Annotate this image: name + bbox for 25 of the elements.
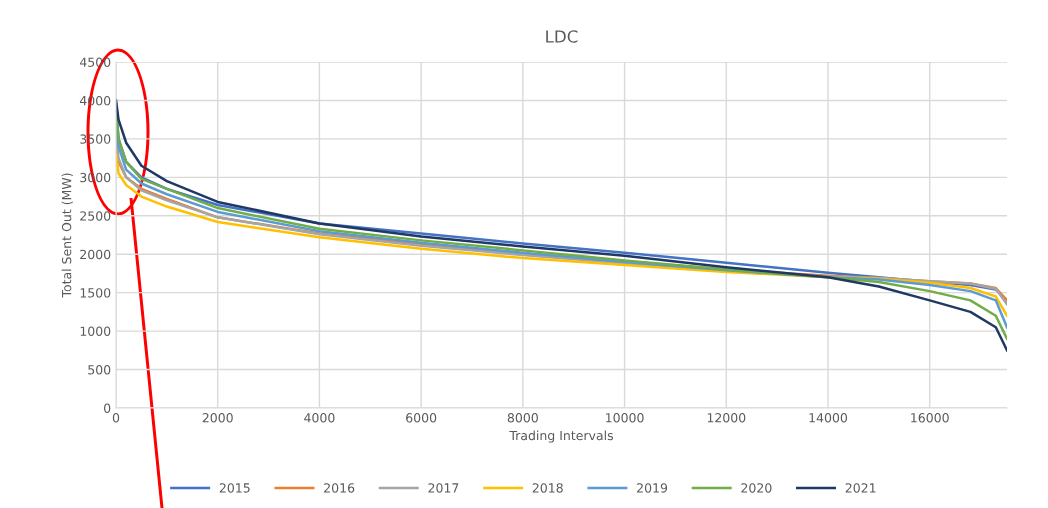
legend-label: 2017 <box>428 483 459 493</box>
legend-label: 2016 <box>324 483 355 493</box>
x-tick-label: 10000 <box>606 413 644 423</box>
legend-label: 2019 <box>637 483 668 493</box>
x-axis-title: Trading Intervals <box>509 430 613 443</box>
y-tick-label: 2000 <box>80 249 111 260</box>
x-tick-label: 4000 <box>304 413 335 423</box>
chart-title: LDC <box>546 30 578 43</box>
x-tick-label: 16000 <box>911 413 949 423</box>
legend-label: 2020 <box>741 483 772 493</box>
y-tick-label: 1500 <box>80 288 111 298</box>
x-tick-label: 12000 <box>707 413 746 423</box>
x-tick-label: 6000 <box>406 413 437 423</box>
legend-label: 2018 <box>532 483 563 493</box>
legend-label: 2015 <box>219 483 250 493</box>
y-tick-label: 1000 <box>80 326 111 337</box>
y-tick-label: 0 <box>104 403 111 413</box>
x-tick-label: 0 <box>112 413 120 423</box>
y-axis-title: Total Sent Out (MW) <box>61 173 73 298</box>
x-tick-label: 14000 <box>809 413 848 423</box>
y-tick-label: 500 <box>88 365 111 375</box>
x-tick-label: 2000 <box>202 413 233 423</box>
y-tick-label: 2500 <box>80 211 111 221</box>
x-tick-label: 8000 <box>507 413 538 423</box>
legend-label: 2021 <box>845 483 876 493</box>
